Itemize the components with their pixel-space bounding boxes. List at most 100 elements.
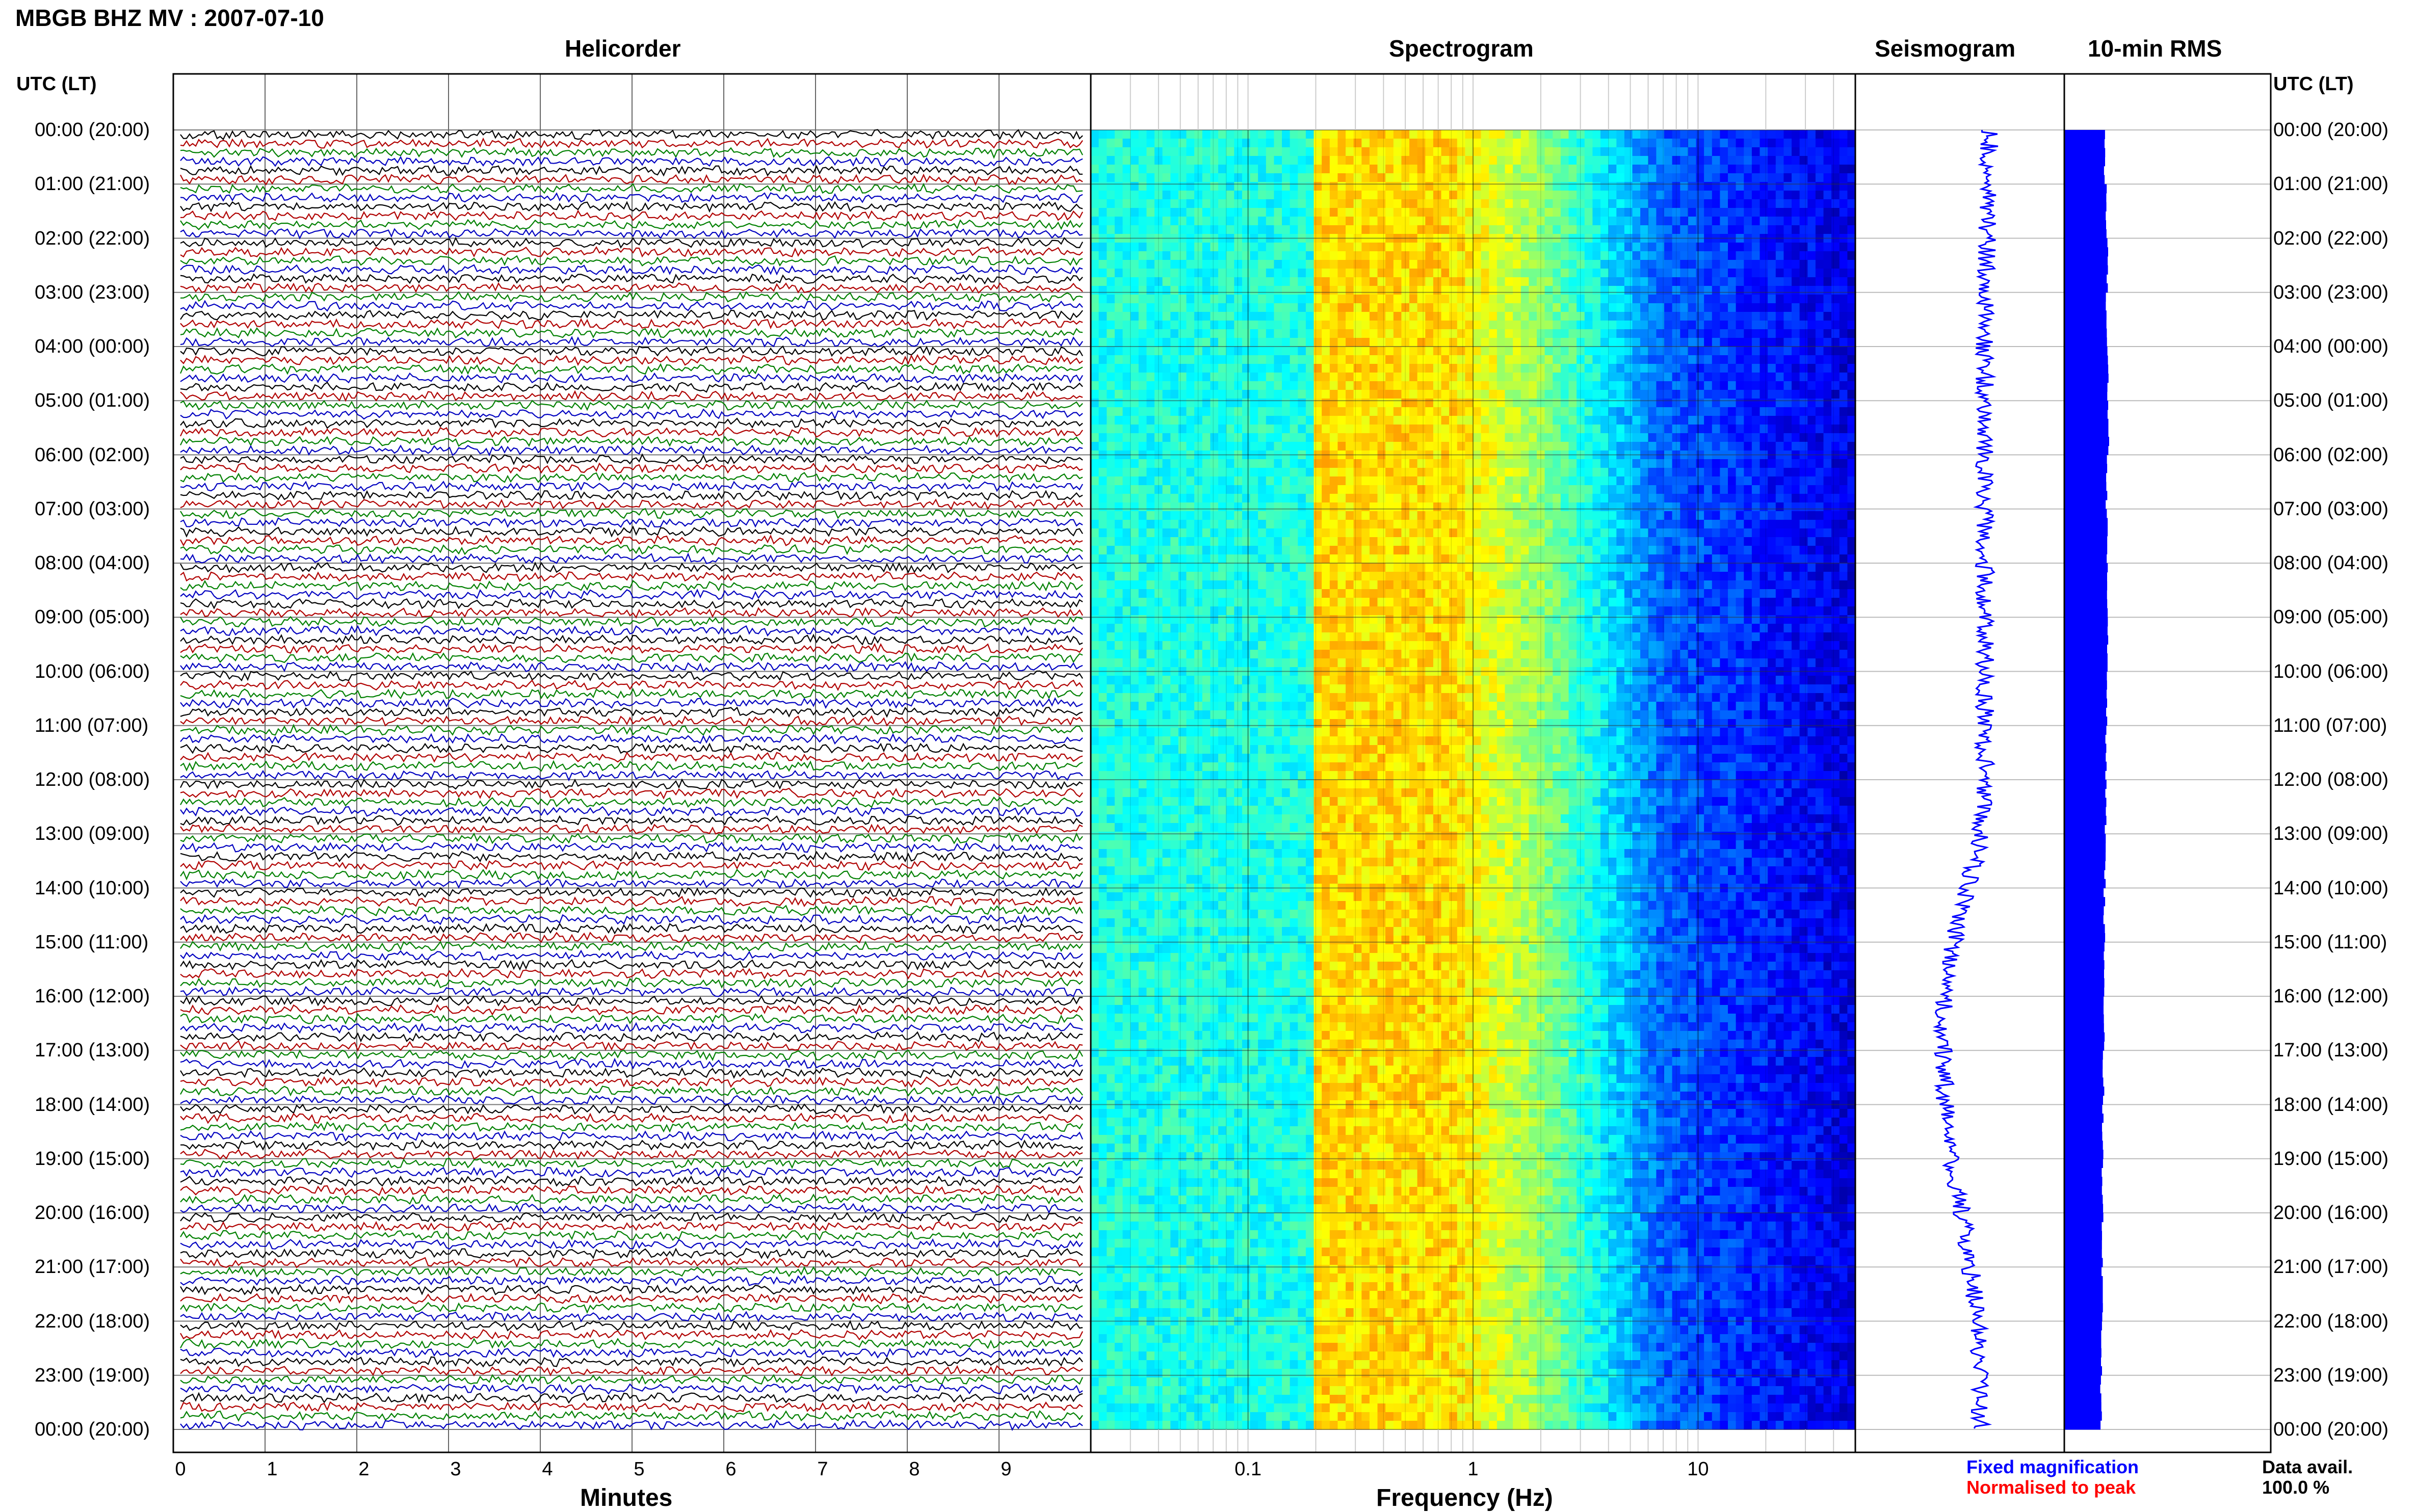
spectrogram-cell (1154, 728, 1163, 737)
spectrogram-cell (1138, 736, 1147, 746)
spectrogram-cell (1250, 632, 1258, 642)
spectrogram-cell (1114, 303, 1123, 312)
spectrogram-cell (1305, 1248, 1315, 1257)
spectrogram-cell (1210, 407, 1219, 416)
spectrogram-cell (1314, 1204, 1322, 1213)
spectrogram-cell (1322, 476, 1330, 486)
spectrogram-cell (1353, 347, 1362, 356)
spectrogram-cell (1250, 693, 1258, 702)
spectrogram-cell (1098, 286, 1107, 295)
spectrogram-cell (1194, 754, 1203, 763)
spectrogram-cell (1202, 338, 1211, 347)
spectrogram-cell (1154, 1135, 1163, 1144)
spectrogram-cell (1131, 615, 1139, 624)
spectrogram-cell (1242, 520, 1251, 529)
spectrogram-cell (1131, 295, 1139, 304)
spectrogram-cell (1218, 927, 1227, 936)
spectrogram-cell (1250, 866, 1258, 876)
spectrogram-cell (1322, 780, 1330, 789)
spectrogram-cell (1210, 208, 1219, 217)
spectrogram-cell (1298, 1083, 1306, 1092)
spectrogram-cell (1107, 797, 1115, 806)
spectrogram-cell (1314, 251, 1322, 260)
spectrogram-cell (1242, 225, 1251, 234)
spectrogram-cell (1250, 970, 1258, 979)
spectrogram-cell (1337, 1230, 1346, 1239)
spectrogram-cell (1218, 520, 1227, 529)
spectrogram-cell (1107, 277, 1115, 286)
spectrogram-cell (1242, 269, 1251, 278)
spectrogram-cell (1329, 1083, 1338, 1092)
spectrogram-cell (1114, 996, 1123, 1005)
spectrogram-cell (1305, 502, 1315, 512)
spectrogram-cell (1138, 373, 1147, 382)
spectrogram-cell (1290, 485, 1298, 494)
spectrogram-cell (1114, 425, 1123, 434)
spectrogram-cell (1274, 1118, 1282, 1127)
spectrogram-cell (1314, 1351, 1322, 1361)
spectrogram-cell (1194, 563, 1203, 572)
spectrogram-cell (1138, 165, 1147, 174)
spectrogram-cell (1107, 321, 1115, 330)
spectrogram-cell (1107, 875, 1115, 884)
spectrogram-cell (1322, 1118, 1330, 1127)
spectrogram-cell (1210, 312, 1219, 321)
spectrogram-cell (1298, 554, 1306, 564)
spectrogram-cell (1186, 1325, 1195, 1335)
spectrogram-cell (1337, 598, 1346, 607)
spectrogram-cell (1226, 970, 1235, 979)
spectrogram-cell (1154, 1308, 1163, 1317)
spectrogram-cell (1282, 1144, 1291, 1153)
spectrogram-cell (1282, 814, 1291, 824)
spectrogram-cell (1122, 1325, 1131, 1335)
spectrogram-cell (1146, 373, 1155, 382)
spectrogram-cell (1146, 347, 1155, 356)
spectrogram-cell (1170, 347, 1179, 356)
spectrogram-cell (1298, 390, 1306, 399)
spectrogram-cell (1298, 823, 1306, 832)
spectrogram-cell (1298, 589, 1306, 598)
spectrogram-cell (1226, 944, 1235, 953)
spectrogram-cell (1146, 286, 1155, 295)
spectrogram-cell (1226, 1144, 1235, 1153)
spectrogram-cell (1146, 554, 1155, 564)
spectrogram-cell (1298, 840, 1306, 850)
spectrogram-cell (1298, 347, 1306, 356)
spectrogram-cell (1258, 849, 1267, 858)
spectrogram-cell (1107, 1421, 1115, 1430)
spectrogram-cell (1186, 598, 1195, 607)
spectrogram-cell (1346, 1178, 1354, 1187)
spectrogram-cell (1098, 1274, 1107, 1283)
spectrogram-cell (1122, 615, 1131, 624)
spectrogram-cell (1322, 866, 1330, 876)
spectrogram-cell (1298, 702, 1306, 711)
spectrogram-cell (1146, 537, 1155, 546)
spectrogram-cell (1242, 1161, 1251, 1170)
spectrogram-cell (1266, 762, 1274, 772)
spectrogram-cell (1098, 407, 1107, 416)
spectrogram-cell (1131, 425, 1139, 434)
spectrogram-cell (1194, 277, 1203, 286)
spectrogram-cell (1138, 1274, 1147, 1283)
spectrogram-cell (1346, 182, 1354, 191)
spectrogram-cell (1298, 1256, 1306, 1265)
spectrogram-cell (1242, 1022, 1251, 1031)
spectrogram-cell (1218, 745, 1227, 754)
spectrogram-cell (1122, 199, 1131, 208)
spectrogram-cell (1322, 191, 1330, 200)
spectrogram-cell (1282, 849, 1291, 858)
spectrogram-cell (1170, 866, 1179, 876)
spectrogram-cell (1114, 641, 1123, 650)
spectrogram-cell (1162, 1022, 1171, 1031)
spectrogram-cell (1337, 615, 1346, 624)
spectrogram-cell (1154, 927, 1163, 936)
spectrogram-cell (1162, 1386, 1171, 1395)
spectrogram-cell (1154, 1040, 1163, 1049)
spectrogram-cell (1242, 433, 1251, 442)
spectrogram-cell (1258, 1057, 1267, 1066)
spectrogram-cell (1107, 156, 1115, 165)
spectrogram-cell (1314, 745, 1322, 754)
spectrogram-cell (1091, 442, 1099, 451)
spectrogram-cell (1131, 1187, 1139, 1196)
spectrogram-cell (1314, 615, 1322, 624)
